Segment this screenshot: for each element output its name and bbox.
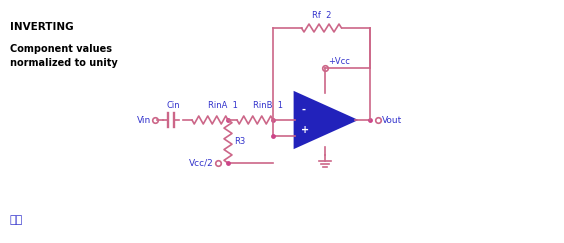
Text: +: + (301, 125, 309, 135)
Text: RinB  1: RinB 1 (253, 101, 283, 110)
Text: 图五: 图五 (10, 215, 23, 225)
Polygon shape (295, 93, 355, 147)
Text: Rf  2: Rf 2 (312, 11, 331, 20)
Text: +Vcc: +Vcc (328, 57, 350, 66)
Text: Vin: Vin (136, 115, 151, 124)
Text: Cin: Cin (166, 101, 180, 110)
Text: INVERTING: INVERTING (10, 22, 74, 32)
Text: RinA  1: RinA 1 (208, 101, 238, 110)
Text: Component values
normalized to unity: Component values normalized to unity (10, 44, 118, 68)
Text: -: - (301, 105, 305, 115)
Text: Vout: Vout (382, 115, 402, 124)
Text: Vcc/2: Vcc/2 (190, 158, 214, 167)
Text: R3: R3 (234, 137, 245, 146)
